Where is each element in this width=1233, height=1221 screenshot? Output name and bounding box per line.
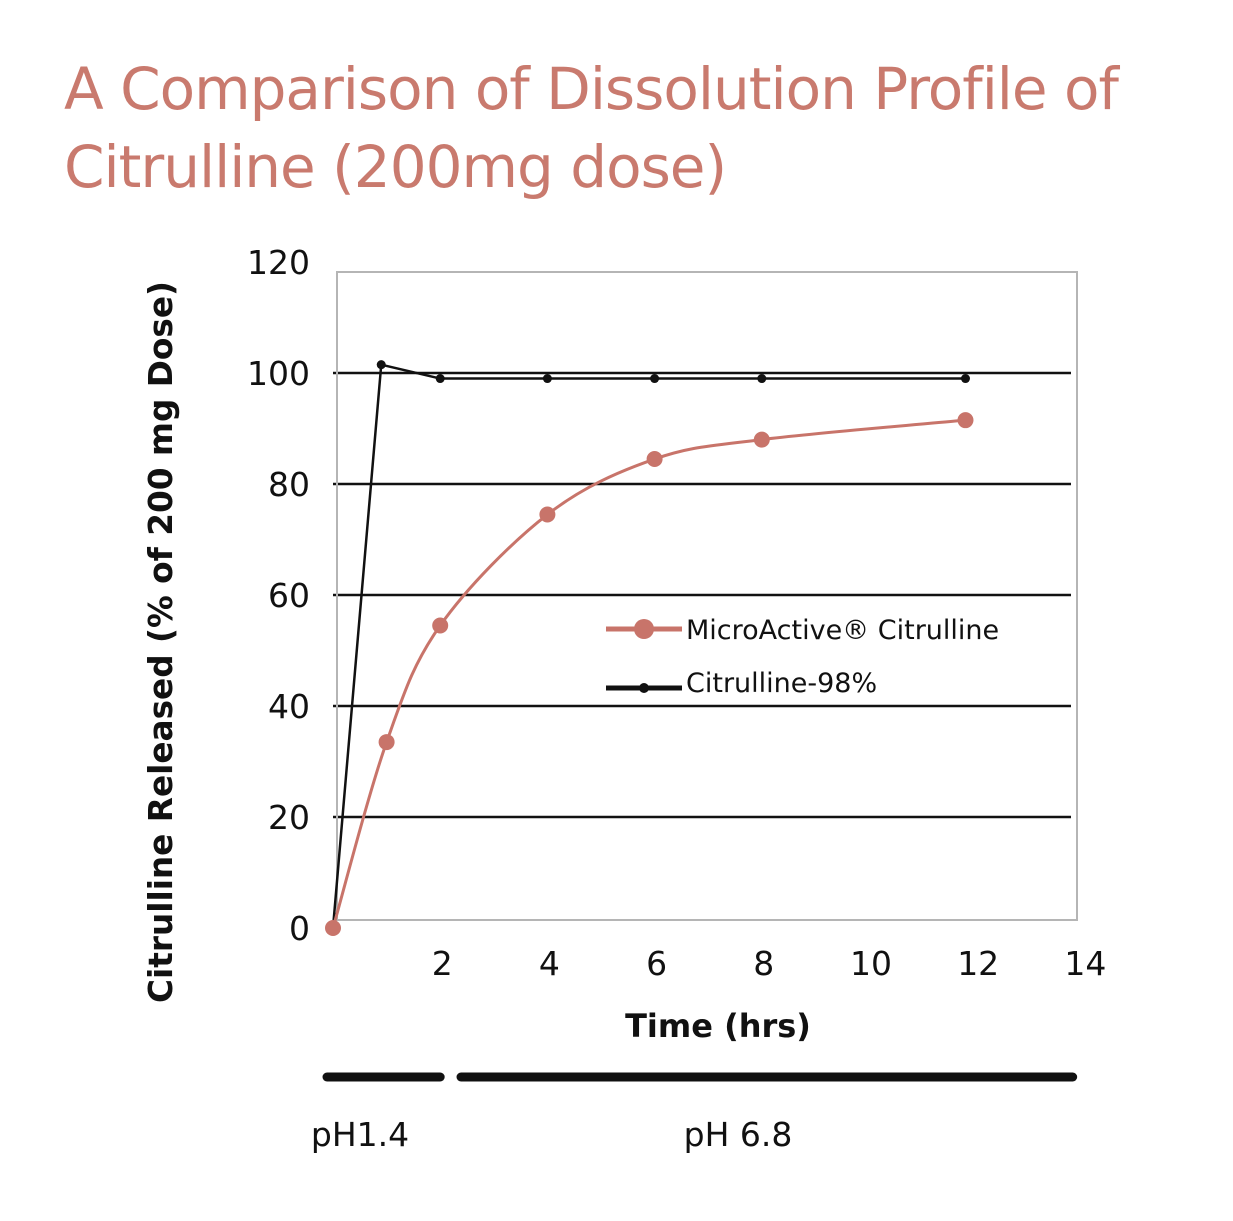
x-tick-8: 8 <box>753 944 774 983</box>
y-tick-80: 80 <box>268 465 310 504</box>
y-tick-40: 40 <box>268 687 310 726</box>
point-microactive-5 <box>753 431 770 448</box>
point-microactive-4 <box>646 451 663 468</box>
ph-phase-bars: pH1.4 pH 6.8 <box>311 1072 1078 1154</box>
x-tick-6: 6 <box>646 944 667 983</box>
x-tick-2: 2 <box>432 944 453 983</box>
point-microactive-6 <box>957 412 974 429</box>
y-tick-60: 60 <box>268 576 310 615</box>
legend: MicroActive® Citrulline Citrulline-98% <box>606 615 999 699</box>
legend-marker-citrulline98 <box>639 683 649 693</box>
x-tick-10: 10 <box>850 944 892 983</box>
x-tick-4: 4 <box>539 944 560 983</box>
y-axis-label: Citrulline Released (% of 200 mg Dose) <box>141 281 180 1003</box>
y-tick-0: 0 <box>289 909 310 948</box>
y-tick-labels: 0 20 40 60 80 100 120 <box>247 243 310 948</box>
legend-marker-microactive <box>634 619 654 639</box>
point-microactive-2 <box>432 617 449 634</box>
y-tick-120: 120 <box>247 243 310 282</box>
x-tick-14: 14 <box>1064 944 1106 983</box>
point-citrulline98-3 <box>542 374 552 384</box>
point-citrulline98-5 <box>757 374 767 384</box>
legend-label-microactive: MicroActive® Citrulline <box>686 615 999 646</box>
phase-label-1: pH 6.8 <box>684 1115 793 1154</box>
legend-label-citrulline98: Citrulline-98% <box>686 668 877 699</box>
point-citrulline98-6 <box>960 374 970 384</box>
point-microactive-1 <box>378 734 395 751</box>
point-citrulline98-4 <box>650 374 660 384</box>
x-tick-labels: 2 4 6 8 10 12 14 <box>432 944 1107 983</box>
point-citrulline98-2 <box>435 374 445 384</box>
point-microactive-0 <box>325 920 341 936</box>
phase-label-0: pH1.4 <box>311 1115 409 1154</box>
plot-frame <box>336 271 1078 921</box>
y-tick-20: 20 <box>268 798 310 837</box>
y-tick-100: 100 <box>247 354 310 393</box>
x-tick-12: 12 <box>957 944 999 983</box>
grid-lines <box>333 371 1071 819</box>
chart-title: A Comparison of Dissolution Profile of C… <box>64 55 1119 201</box>
point-citrulline98-1 <box>376 360 386 370</box>
point-microactive-3 <box>539 506 556 523</box>
series-layer <box>325 360 974 936</box>
x-axis-label: Time (hrs) <box>625 1007 811 1045</box>
